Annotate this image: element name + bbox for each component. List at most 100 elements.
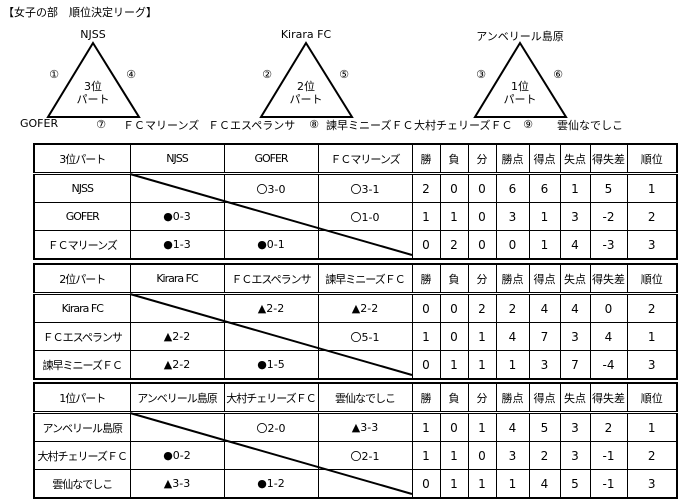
match-result	[223, 202, 319, 231]
stat-header: 勝	[411, 143, 441, 175]
match-result: 〇2-0	[223, 412, 319, 442]
stat-value: 2	[589, 412, 628, 442]
match-result: ▲2-2	[129, 350, 225, 380]
standings-table: 3位パート NJSS GOFER ＦＣマリーンズ勝負分勝点 得点 失点 得失差 順位 NJSS 〇…	[33, 143, 678, 260]
team-label-left: ＦＣエスペランサ	[208, 119, 296, 132]
stat-value: 0	[439, 412, 469, 442]
part-header: 1位パート	[33, 382, 131, 414]
table-row: ＦＣマリーンズ ●1-3 ●0-1 0 2 0 0 1 4 -3 3	[33, 230, 678, 260]
triangle-diagram	[473, 41, 568, 118]
stat-value: 3	[495, 441, 530, 470]
team-name: ＦＣエスペランサ	[33, 322, 131, 351]
match-result: 〇1-0	[317, 202, 413, 231]
match-result: ▲2-2	[223, 293, 319, 323]
team-label-right: 諫早ミニーズＦＣ	[326, 119, 414, 132]
stat-value: 6	[528, 173, 561, 203]
table-row: Kirara FC ▲2-2 ▲2-2 0 0 2 2 4 4 0 2	[33, 293, 678, 323]
stat-value: 5	[559, 469, 591, 499]
stat-header: 勝点	[495, 263, 530, 295]
stat-value: 2	[467, 293, 497, 323]
stat-value: 2	[528, 441, 561, 470]
stat-value: 4	[559, 293, 591, 323]
stat-header: 得失差	[589, 143, 628, 175]
part-label: 1位 パート	[504, 80, 537, 106]
page-title: 【女子の部 順位決定リーグ】	[3, 6, 157, 19]
match-result: ●1-3	[129, 230, 225, 260]
stat-value: 4	[495, 412, 530, 442]
match-result	[223, 322, 319, 351]
opponent-header: GOFER	[223, 143, 319, 175]
opponent-header: NJSS	[129, 143, 225, 175]
team-name: アンベリール島原	[33, 412, 131, 442]
stat-value: 1	[411, 412, 441, 442]
team-label-right: ＦＣマリーンズ	[123, 119, 200, 132]
opponent-header: ＦＣエスペランサ	[223, 263, 319, 295]
part-word: パート	[503, 93, 537, 106]
match-result: ●1-5	[223, 350, 319, 380]
stat-value: 3	[495, 202, 530, 231]
stat-value: 0	[589, 293, 628, 323]
stat-header: 得点	[528, 143, 561, 175]
table-row: アンベリール島原 〇2-0 ▲3-3 1 0 1 4 5 3 2 1	[33, 412, 678, 442]
opponent-header: 大村チェリーズＦＣ	[223, 382, 319, 414]
stat-value: 4	[528, 469, 561, 499]
stat-value: 4	[589, 322, 628, 351]
stat-value: 7	[559, 350, 591, 380]
stat-value: 1	[439, 469, 469, 499]
stat-header: 得点	[528, 382, 561, 414]
stat-value: 1	[411, 441, 441, 470]
stat-header: 負	[439, 263, 469, 295]
part-rank: 3位	[84, 80, 102, 93]
match-result	[317, 350, 413, 380]
stat-value: 5	[528, 412, 561, 442]
stat-value: 2	[626, 293, 678, 323]
match-result	[129, 293, 225, 323]
match-number: ⑤	[339, 68, 349, 81]
stat-value: 1	[411, 202, 441, 231]
team-label-right: 雲仙なでしこ	[557, 119, 623, 132]
stat-value: 2	[411, 173, 441, 203]
stat-value: 0	[467, 173, 497, 203]
part-rank: 1位	[511, 80, 529, 93]
stat-header: 勝点	[495, 382, 530, 414]
standings-table: 2位パート Kirara FC ＦＣエスペランサ 諫早ミニーズＦＣ 勝負分勝点 得点 失点得…	[33, 263, 678, 380]
stat-value: 0	[411, 293, 441, 323]
stat-value: 0	[467, 230, 497, 260]
stat-value: 0	[439, 173, 469, 203]
stat-value: 0	[467, 441, 497, 470]
stat-value: 0	[439, 293, 469, 323]
table-row: 雲仙なでしこ ▲3-3 ●1-2 0 1 1 1 4 5 -1 3	[33, 469, 678, 499]
stat-value: 6	[495, 173, 530, 203]
stat-value: 1	[467, 322, 497, 351]
stat-header: 勝点	[495, 143, 530, 175]
stat-value: 0	[411, 350, 441, 380]
part-label: 3位 パート	[77, 80, 110, 106]
stat-value: 0	[467, 202, 497, 231]
stat-value: 1	[495, 350, 530, 380]
stat-value: 1	[439, 441, 469, 470]
match-number: ⑦	[96, 118, 106, 131]
stat-value: 5	[589, 173, 628, 203]
stat-header: 順位	[626, 382, 678, 414]
stat-value: 1	[439, 202, 469, 231]
match-number: ⑨	[523, 118, 533, 131]
opponent-header: 雲仙なでしこ	[317, 382, 413, 414]
match-result: 〇5-1	[317, 322, 413, 351]
table-row: ＦＣエスペランサ ▲2-2 〇5-1 1 0 1 4 7 3 4 1	[33, 322, 678, 351]
stat-value: 1	[467, 412, 497, 442]
stat-value: 1	[495, 469, 530, 499]
stat-header: 失点	[559, 143, 591, 175]
stat-value: 3	[626, 469, 678, 499]
stat-header: 得失差	[589, 263, 628, 295]
stat-header: 分	[467, 143, 497, 175]
stat-value: 4	[559, 230, 591, 260]
stat-value: 2	[626, 202, 678, 231]
match-result: ●0-1	[223, 230, 319, 260]
stat-header: 失点	[559, 263, 591, 295]
match-result	[129, 412, 225, 442]
team-label-top: NJSS	[80, 28, 106, 41]
stat-value: -4	[589, 350, 628, 380]
part-label: 2位 パート	[290, 80, 323, 106]
table-row: NJSS 〇3-0 〇3-1 2 0 0 6 6 1 5 1	[33, 173, 678, 203]
part-header: 3位パート	[33, 143, 131, 175]
